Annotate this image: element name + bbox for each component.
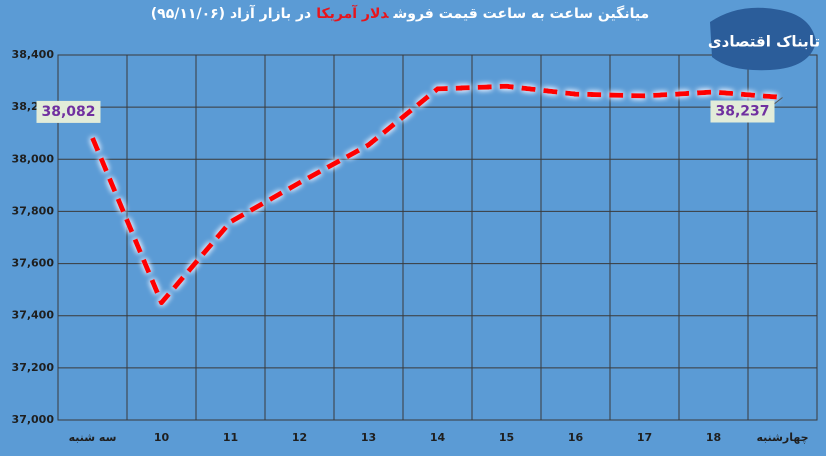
x-tick-label: 18 — [706, 431, 721, 444]
y-tick-label: 37,800 — [12, 204, 55, 217]
x-tick-label: 14 — [430, 431, 446, 444]
y-tick-label: 37,400 — [12, 309, 55, 322]
y-tick-label: 38,400 — [12, 48, 55, 61]
logo: تابناک اقتصادی — [708, 7, 820, 71]
x-tick-label: 15 — [499, 431, 514, 444]
title-highlight: دلار آمریکا — [316, 6, 389, 22]
chart-title: میانگین ساعت به ساعت قیمت فروشدلار آمریک… — [120, 6, 680, 22]
x-tick-label: 10 — [154, 431, 170, 444]
x-tick-label: چهارشنبه — [756, 431, 808, 444]
data-label-box — [710, 100, 775, 123]
x-tick-label: 12 — [292, 431, 307, 444]
logo-shape — [710, 7, 816, 71]
plot-area — [57, 54, 818, 421]
x-tick-label: 17 — [637, 431, 652, 444]
x-tick-label: سه شنبه — [69, 431, 117, 444]
logo-text: تابناک اقتصادی — [708, 33, 820, 51]
x-tick-label: 16 — [568, 431, 584, 444]
data-label: 38,082 — [41, 104, 95, 120]
y-tick-label: 37,000 — [12, 413, 55, 426]
title-start: میانگین ساعت به ساعت قیمت فروش — [393, 6, 650, 22]
x-tick-label: 11 — [223, 431, 238, 444]
data-label: 38,237 — [715, 103, 769, 119]
y-tick-label: 37,600 — [12, 257, 55, 270]
data-label-box — [36, 100, 101, 123]
title-end: در بازار آزاد (۹۵/۱۱/۰۶) — [150, 6, 312, 22]
y-tick-label: 37,200 — [12, 361, 55, 374]
y-tick-label: 38,000 — [12, 152, 55, 165]
x-tick-label: 13 — [361, 431, 376, 444]
data-line — [90, 83, 783, 306]
